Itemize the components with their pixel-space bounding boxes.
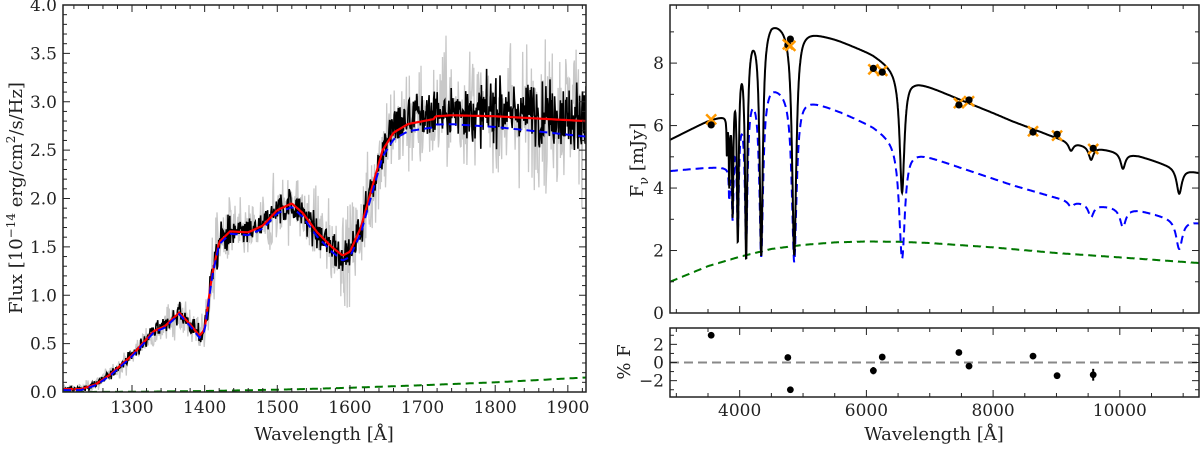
residual-point bbox=[869, 367, 877, 375]
right-plot-area bbox=[670, 27, 1199, 283]
y-tick-label: 1.5 bbox=[30, 238, 57, 258]
x-tick-label: 1900 bbox=[546, 398, 589, 418]
left-x-axis-label: Wavelength [Å] bbox=[254, 423, 394, 445]
y-tick-label: 3.0 bbox=[30, 93, 57, 113]
y-tick-label: 0.0 bbox=[30, 383, 57, 403]
y-tick-label: 2.0 bbox=[30, 190, 57, 210]
y-tick-label: 2.5 bbox=[30, 141, 57, 161]
x-tick-label: 10000 bbox=[1093, 401, 1147, 421]
x-tick-label: 4000 bbox=[718, 401, 761, 421]
right-y-axis-label: Fν [mJy] bbox=[627, 123, 652, 198]
residual-point bbox=[965, 362, 973, 370]
residual-panel: 4000 6000 8000 10000 −202 % F Wavelength [Å] bbox=[614, 327, 1200, 445]
model-photometry-marker bbox=[784, 40, 797, 52]
residual-point bbox=[878, 353, 886, 361]
x-tick-label: 1400 bbox=[183, 398, 226, 418]
observed-photometry-point bbox=[1089, 144, 1097, 152]
x-tick-label: 1300 bbox=[110, 398, 153, 418]
residual-point bbox=[955, 349, 963, 356]
left-plot-area bbox=[63, 35, 586, 392]
observed-photometry-point bbox=[1029, 128, 1037, 136]
blue-component-line bbox=[63, 123, 586, 392]
x-tick-label: 1600 bbox=[328, 398, 371, 418]
y-tick-label: 3.5 bbox=[30, 44, 57, 64]
y-tick-label: 0 bbox=[653, 304, 664, 324]
x-tick-label: 1800 bbox=[474, 398, 517, 418]
left-panel-spectrum: 1300 1400 1500 1600 1700 1800 1900 0.0 0.5 1.0 1.5… bbox=[4, 0, 589, 445]
x-tick-label: 8000 bbox=[971, 401, 1014, 421]
y-tick-label: 2 bbox=[653, 335, 664, 355]
y-tick-label: −2 bbox=[639, 372, 664, 392]
x-tick-label: 1700 bbox=[401, 398, 444, 418]
y-tick-label: 0.5 bbox=[30, 335, 57, 355]
left-axes-frame bbox=[62, 4, 587, 393]
blue-component-line bbox=[670, 91, 1199, 263]
y-tick-label: 6 bbox=[653, 117, 664, 137]
green-component-line bbox=[670, 240, 1199, 283]
residual-point bbox=[707, 331, 715, 339]
left-y-axis-label: Flux [10−14 erg/cm2/s/Hz] bbox=[4, 82, 27, 314]
observed-photometry-point bbox=[869, 64, 877, 73]
black-total-model-line bbox=[670, 27, 1199, 260]
observed-photometry-point bbox=[955, 101, 963, 109]
residual-y-axis-label: % F bbox=[614, 344, 635, 379]
y-tick-label: 4 bbox=[653, 179, 664, 199]
y-tick-label: 8 bbox=[653, 54, 664, 74]
right-axes-frame bbox=[669, 4, 1200, 314]
observed-spectrum-line bbox=[63, 68, 586, 392]
y-tick-label: 0 bbox=[653, 354, 664, 374]
residual-point bbox=[786, 386, 794, 394]
observed-photometry-point bbox=[965, 96, 973, 104]
residual-point bbox=[784, 354, 792, 361]
observed-photometry-point bbox=[707, 121, 715, 129]
right-x-axis-label: Wavelength [Å] bbox=[864, 423, 1004, 445]
residual-point bbox=[1029, 352, 1037, 360]
y-tick-label: 4.0 bbox=[30, 0, 57, 16]
x-tick-label: 1500 bbox=[256, 398, 299, 418]
x-tick-label: 6000 bbox=[845, 401, 888, 421]
observed-photometry-point bbox=[786, 35, 794, 43]
model-photometry-marker bbox=[705, 113, 718, 126]
y-tick-label: 2 bbox=[653, 242, 664, 262]
residual-point bbox=[1053, 372, 1061, 380]
right-panel-sed: 0 2 4 6 8 Fν [mJy] bbox=[627, 4, 1200, 324]
observed-photometry-point bbox=[878, 68, 886, 76]
residual-point bbox=[1089, 371, 1097, 379]
y-tick-label: 1.0 bbox=[30, 286, 57, 306]
green-component-line bbox=[63, 376, 586, 392]
observed-photometry-point bbox=[1053, 130, 1061, 138]
